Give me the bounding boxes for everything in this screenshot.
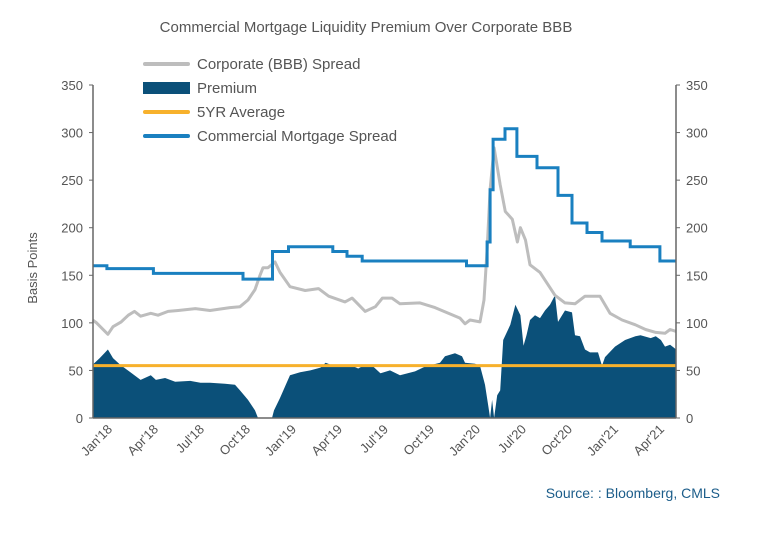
left-tick-label: 300 xyxy=(61,126,83,141)
legend-label: 5YR Average xyxy=(197,104,285,121)
left-tick-label: 150 xyxy=(61,268,83,283)
left-tick-label: 200 xyxy=(61,221,83,236)
x-tick-label: Oct'19 xyxy=(400,422,437,459)
x-tick-label: Jan'20 xyxy=(446,422,483,459)
y-axis-label: Basis Points xyxy=(25,232,40,304)
right-tick-label: 50 xyxy=(686,363,700,378)
legend: Corporate (BBB) Spread Premium 5YR Average… xyxy=(143,56,397,145)
left-tick-label: 250 xyxy=(61,173,83,188)
commercial-mortgage-spread-line xyxy=(92,127,677,281)
plot-area xyxy=(91,127,677,418)
right-tick-label: 350 xyxy=(686,78,708,93)
legend-label: Commercial Mortgage Spread xyxy=(197,128,397,145)
x-tick-label: Apr'18 xyxy=(124,422,161,459)
legend-swatch-premium xyxy=(143,82,190,94)
right-tick-label: 200 xyxy=(686,221,708,236)
right-tick-label: 100 xyxy=(686,316,708,331)
x-tick-label: Oct'18 xyxy=(216,422,253,459)
left-tick-label: 100 xyxy=(61,316,83,331)
x-tick-label: Jan'21 xyxy=(584,422,621,459)
left-tick-label: 0 xyxy=(76,411,83,426)
source-note: Source: : Bloomberg, CMLS xyxy=(546,485,720,501)
legend-label: Premium xyxy=(197,80,257,97)
left-tick-label: 50 xyxy=(69,363,83,378)
chart-title: Commercial Mortgage Liquidity Premium Ov… xyxy=(160,19,573,36)
x-tick-label: Jan'18 xyxy=(78,422,115,459)
x-tick-label: Jul'19 xyxy=(357,422,391,456)
right-tick-label: 150 xyxy=(686,268,708,283)
x-tick-label: Jan'19 xyxy=(262,422,299,459)
right-tick-label: 250 xyxy=(686,173,708,188)
x-tick-label: Apr'21 xyxy=(630,422,667,459)
x-tick-label: Apr'19 xyxy=(308,422,345,459)
right-tick-label: 0 xyxy=(686,411,693,426)
legend-label: Corporate (BBB) Spread xyxy=(197,56,360,73)
premium-area xyxy=(92,295,677,418)
x-tick-label: Jul'18 xyxy=(173,422,207,456)
x-tick-label: Oct'20 xyxy=(538,422,575,459)
left-tick-label: 350 xyxy=(61,78,83,93)
corporate-bbb-spread-line xyxy=(91,146,677,336)
x-tick-label: Jul'20 xyxy=(495,422,529,456)
right-tick-label: 300 xyxy=(686,126,708,141)
